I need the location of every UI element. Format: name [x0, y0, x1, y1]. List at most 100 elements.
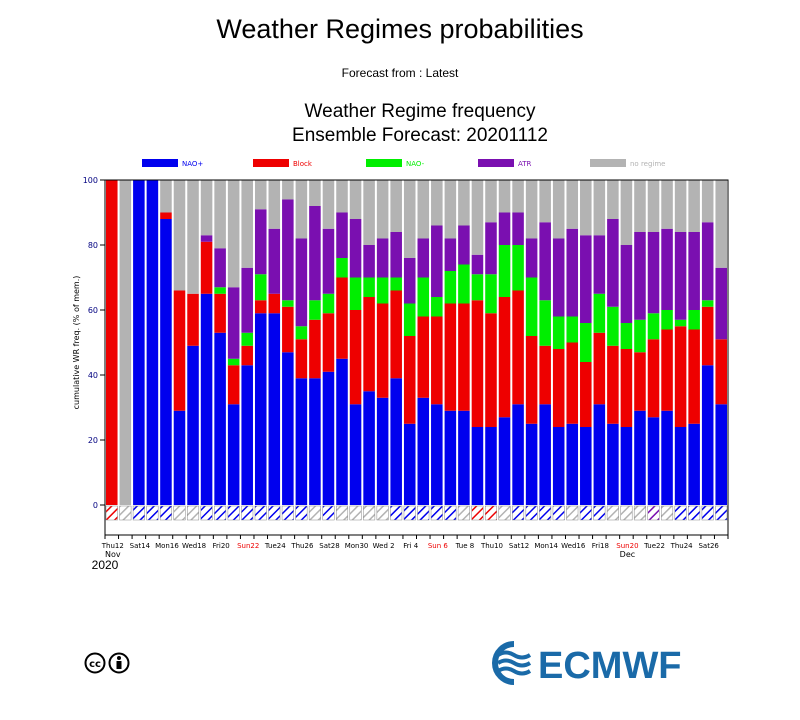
legend-swatch-no-regime — [590, 159, 626, 167]
bar-segment-nao-minus — [498, 245, 511, 297]
bar-segment-atr — [647, 232, 660, 314]
bar-segment-nao-plus — [241, 365, 253, 505]
bar-segment-block — [214, 293, 226, 333]
bar-segment-no-regime — [119, 180, 132, 505]
bar-segment-block — [715, 339, 727, 405]
chart-legend: NAO+ Block NAO- ATR no regime — [142, 159, 666, 168]
bar-segment-nao-minus — [647, 313, 660, 340]
bar-segment-atr — [688, 232, 700, 310]
dominant-regime-box — [484, 505, 498, 521]
bar-segment-block — [620, 349, 633, 427]
bar-segment-atr — [620, 245, 633, 323]
dominant-regime-box — [498, 505, 511, 521]
dominant-regime-box — [214, 505, 227, 521]
bar-segment-nao-plus — [403, 423, 416, 505]
bar-segment-atr — [403, 258, 416, 304]
bar-segment-block — [688, 329, 700, 424]
bar-segment-nao-minus — [254, 274, 267, 301]
bar-segment-atr — [376, 238, 389, 278]
bar-segment-no-regime — [661, 180, 673, 229]
ecmwf-logo-text: ECMWF — [538, 645, 682, 686]
bar-segment-nao-plus — [593, 404, 606, 505]
bar-segment-nao-plus — [498, 417, 511, 505]
bar-segment-block — [431, 316, 443, 405]
dominant-regime-box — [715, 505, 728, 521]
svg-text:cc: cc — [89, 659, 101, 670]
bar-segment-nao-minus — [688, 310, 700, 330]
legend-label-nao-minus: NAO- — [406, 160, 425, 168]
dominant-regime-box — [688, 505, 701, 521]
bar-segment-atr — [580, 235, 592, 323]
x-tick-label: Sat28 — [319, 542, 339, 550]
dominant-regime-box — [335, 505, 349, 521]
bar-segment-atr — [674, 232, 687, 320]
bar-segment-block — [539, 345, 551, 405]
dominant-regime-box — [241, 505, 254, 521]
bar-segment-nao-plus — [309, 378, 321, 505]
dominant-regime-box — [579, 505, 592, 521]
bar-segment-block — [498, 297, 511, 418]
bar-segment-nao-plus — [674, 427, 687, 505]
bar-segment-block — [106, 180, 118, 505]
bar-segment-nao-minus — [607, 306, 619, 346]
chart-title-line-2: Ensemble Forecast: 20201112 — [292, 125, 548, 146]
bar-segment-no-regime — [227, 180, 240, 288]
bar-segment-block — [160, 212, 172, 219]
bar-segment-block — [661, 329, 673, 411]
bar-segment-nao-plus — [701, 365, 714, 505]
bar-segment-no-regime — [485, 180, 497, 223]
bar-segment-block — [525, 336, 538, 424]
bar-segment-block — [200, 241, 213, 294]
bar-segment-block — [471, 300, 484, 427]
bar-segment-block — [295, 339, 308, 379]
x-tick-label: Fri18 — [592, 542, 609, 550]
bar-segment-nao-plus — [431, 404, 443, 505]
bar-segment-nao-plus — [160, 219, 172, 505]
bar-segment-no-regime — [715, 180, 727, 268]
creative-commons-icon: cc — [84, 652, 130, 674]
bar-segment-nao-minus — [336, 258, 348, 278]
bar-segment-nao-plus — [566, 423, 579, 505]
x-tick-label: Sat26 — [698, 542, 719, 550]
bar-segment-block — [241, 345, 253, 366]
bar-segment-nao-plus — [146, 180, 159, 505]
y-tick-label: 80 — [88, 241, 98, 250]
dominant-regime-box — [525, 505, 538, 521]
bar-segment-atr — [661, 228, 673, 310]
bar-segment-atr — [634, 232, 646, 320]
x-tick-label: Tue 8 — [455, 542, 475, 550]
x-tick-label: Mon30 — [345, 542, 369, 550]
dominant-regime-box — [159, 505, 172, 521]
bar-segment-atr — [444, 238, 457, 271]
bar-segment-nao-plus — [349, 404, 362, 505]
bar-segment-nao-plus — [227, 404, 240, 505]
bar-segment-no-regime — [309, 180, 321, 206]
dominant-regime-box — [146, 505, 159, 521]
bar-segment-atr — [525, 238, 538, 278]
dominant-regime-box — [322, 505, 335, 521]
x-tick-label: Fri 4 — [403, 542, 419, 550]
bar-segment-no-regime — [403, 180, 416, 258]
dominant-regime-box — [633, 505, 646, 521]
bar-segment-block — [309, 319, 321, 379]
y-axis-label: cumulative WR freq. (% of mem.) — [72, 276, 81, 410]
bar-segment-nao-minus — [363, 277, 375, 297]
x-tick-label: Thu10 — [480, 542, 503, 550]
bar-segment-atr — [498, 212, 511, 245]
bar-segment-atr — [282, 199, 294, 301]
legend-swatch-block — [253, 159, 289, 167]
bar-segment-no-regime — [593, 180, 606, 236]
bar-segment-no-regime — [647, 180, 660, 232]
dominant-regime-box — [606, 505, 619, 521]
bar-segment-no-regime — [701, 180, 714, 223]
bar-segment-no-regime — [336, 180, 348, 213]
bar-segment-nao-plus — [715, 404, 727, 505]
bar-segment-block — [674, 326, 687, 427]
bar-segment-atr — [552, 238, 565, 317]
bar-segment-block — [403, 336, 416, 424]
dominant-regime-box — [187, 505, 200, 521]
bar-segment-nao-plus — [444, 410, 457, 505]
bar-segment-atr — [214, 248, 226, 288]
month-label: Dec — [620, 550, 635, 559]
bar-segment-nao-minus — [661, 310, 673, 330]
